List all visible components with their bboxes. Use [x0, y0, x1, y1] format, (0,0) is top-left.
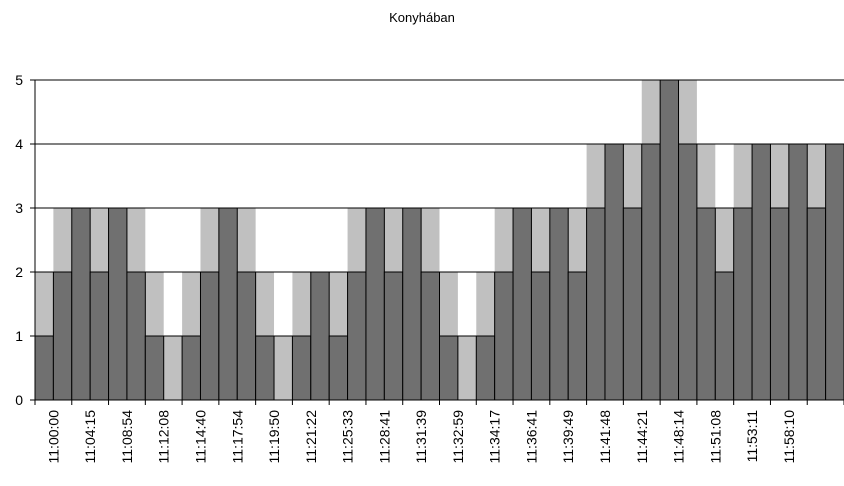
bar: [365, 207, 385, 401]
x-tick-label: 11:28:41: [376, 410, 392, 464]
x-tick-label: 11:14:40: [192, 410, 208, 464]
bar: [678, 143, 698, 401]
x-tick-label: 11:19:50: [266, 410, 282, 464]
bar: [402, 207, 422, 401]
x-tick-label: 11:32:59: [450, 410, 466, 464]
bar: [310, 271, 330, 401]
y-tick-label: 5: [15, 72, 23, 88]
bar: [806, 207, 827, 401]
bars: [34, 79, 844, 401]
bar: [530, 271, 551, 401]
bar: [696, 207, 716, 401]
bar: [567, 271, 588, 401]
x-tick-label: 11:36:41: [523, 410, 539, 464]
bar: [475, 335, 496, 401]
y-tick-label: 0: [15, 392, 23, 408]
bar: [751, 143, 771, 401]
step-segment: [163, 336, 183, 400]
step-segment: [274, 336, 293, 400]
axes: [30, 79, 844, 405]
bar: [328, 335, 349, 401]
bar: [604, 143, 624, 401]
chart-title: Konyhában: [389, 10, 455, 25]
x-tick-label: 11:58:10: [781, 410, 797, 464]
bar: [586, 207, 606, 401]
x-tick-label: 11:44:21: [634, 410, 650, 464]
bar: [733, 207, 753, 401]
bar: [108, 207, 128, 401]
y-tick-label: 1: [15, 328, 23, 344]
y-tick-label: 2: [15, 264, 23, 280]
bar: [291, 335, 312, 401]
x-tick-label: 11:04:15: [82, 410, 98, 464]
bar: [788, 143, 808, 401]
bar: [218, 207, 238, 401]
x-tick-label: 11:53:11: [744, 410, 760, 463]
bar: [383, 271, 404, 401]
x-tick-label: 11:34:17: [487, 410, 503, 464]
bar: [89, 271, 110, 401]
bar: [512, 207, 532, 401]
y-tick-labels: 0 1 2 3 4 5: [15, 72, 23, 408]
bar: [181, 335, 201, 401]
x-tick-label: 11:25:33: [340, 410, 356, 464]
bar: [34, 335, 54, 401]
x-tick-label: 11:31:39: [413, 410, 429, 464]
x-tick-label: 11:39:49: [560, 410, 576, 464]
bar: [439, 335, 459, 401]
x-tick-label: 11:00:00: [45, 410, 61, 464]
bar: [52, 271, 73, 401]
x-tick-label: 11:51:08: [707, 410, 723, 464]
x-tick-label: 11:08:54: [119, 410, 135, 464]
y-tick-label: 3: [15, 200, 23, 216]
x-tick-label: 11:17:54: [229, 410, 245, 464]
x-tick-labels: 11:00:00 11:04:15 11:08:54 11:12:08 11:14:40…: [45, 410, 796, 464]
bar: [71, 207, 91, 401]
bar: [347, 271, 367, 401]
bar: [641, 143, 661, 401]
bar: [144, 335, 165, 401]
bar: [549, 207, 569, 401]
x-tick-label: 11:21:22: [303, 410, 319, 464]
bar: [659, 79, 680, 401]
bar: [714, 271, 735, 401]
x-tick-label: 11:41:48: [597, 410, 613, 464]
x-tick-label: 11:12:08: [156, 410, 172, 464]
x-tick-label: 11:48:14: [671, 410, 687, 464]
step-segment: [457, 336, 477, 400]
bar: [622, 207, 643, 401]
bar: [199, 271, 220, 401]
bar: [769, 207, 790, 401]
bar: [825, 143, 844, 401]
bar: [420, 271, 441, 401]
bar: [255, 335, 275, 401]
bar: [494, 271, 514, 401]
bar: [126, 271, 146, 401]
y-tick-label: 4: [15, 136, 23, 152]
bar: [236, 271, 257, 401]
